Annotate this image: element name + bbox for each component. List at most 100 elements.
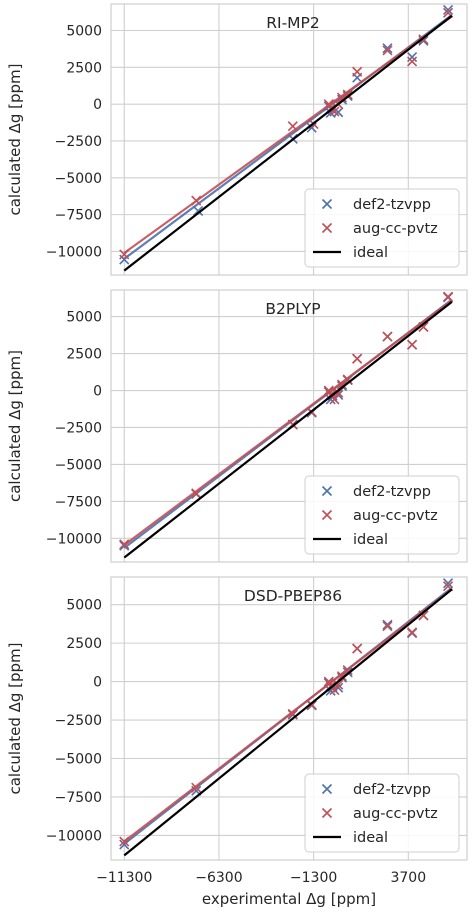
x-tick-label: −11300 — [96, 870, 152, 886]
plot-frame — [110, 289, 468, 563]
data-point — [407, 56, 418, 67]
data-point — [193, 205, 204, 216]
legend: def2-tzvpp aug-cc-pvtz ideal — [304, 188, 460, 268]
panel-title: B2PLYP — [265, 300, 320, 318]
data-point — [191, 195, 202, 206]
data-point — [336, 92, 348, 103]
plot-frame — [110, 576, 468, 861]
data-point — [442, 291, 454, 302]
y-tick-label: 2500 — [66, 636, 102, 652]
data-point — [119, 839, 130, 850]
panel-1: −10000 −7500 −5000 −2500 0 2500 5000 calculated… — [6, 3, 468, 276]
legend-box — [304, 773, 460, 853]
legend: def2-tzvpp aug-cc-pvtz ideal — [304, 475, 460, 555]
data-point — [382, 621, 393, 632]
y-tick-label: 5000 — [66, 24, 102, 40]
legend-label: aug-cc-pvtz — [353, 508, 438, 524]
legend: def2-tzvpp aug-cc-pvtz ideal — [304, 773, 460, 853]
y-tick-label: 5000 — [66, 310, 102, 326]
legend-label: ideal — [353, 830, 388, 846]
data-point — [287, 121, 298, 132]
ideal-line — [123, 300, 453, 559]
series-aug-cc-pvtz — [119, 291, 454, 550]
y-axis-label: calculated Δg [ppm] — [6, 350, 24, 502]
x-tick-label: 3700 — [390, 870, 426, 886]
data-point — [333, 107, 344, 118]
y-tick-label: 2500 — [66, 60, 102, 76]
y-tick-label: −10000 — [46, 828, 102, 844]
series-aug-cc-pvtz — [119, 581, 454, 847]
fit-line — [123, 299, 453, 546]
x-tick-label: −1300 — [290, 870, 337, 886]
data-point — [333, 387, 344, 398]
fit-line — [123, 588, 453, 843]
data-point — [382, 43, 393, 54]
y-tick-label: 0 — [93, 384, 102, 400]
x-axis-label: experimental Δg [ppm] — [202, 890, 376, 908]
fit-line — [123, 15, 453, 254]
legend-x-marker — [321, 222, 333, 234]
panel-title: RI-MP2 — [266, 14, 320, 32]
data-point — [407, 51, 418, 63]
data-point — [333, 679, 344, 690]
data-point — [382, 619, 393, 630]
legend-x-marker — [321, 783, 333, 795]
data-point — [442, 4, 454, 15]
legend-label: aug-cc-pvtz — [353, 806, 438, 822]
series-ideal — [123, 14, 453, 272]
data-point — [342, 374, 353, 385]
data-point — [382, 45, 393, 56]
data-point — [119, 539, 130, 550]
legend-label: ideal — [353, 532, 388, 548]
y-tick-label: 2500 — [66, 347, 102, 363]
y-tick-label: −2500 — [55, 420, 102, 436]
legend-box — [304, 188, 460, 268]
data-point — [352, 353, 363, 364]
data-point — [418, 321, 429, 333]
y-tick-label: −5000 — [55, 171, 102, 187]
legend-box — [304, 475, 460, 555]
data-point — [418, 610, 429, 621]
data-point — [352, 643, 363, 654]
data-point — [352, 66, 363, 77]
panel-title: DSD-PBEP86 — [244, 587, 342, 605]
data-point — [119, 249, 130, 260]
series-ideal — [123, 588, 453, 857]
y-tick-label: −7500 — [55, 494, 102, 510]
data-point — [342, 664, 353, 676]
data-point — [191, 782, 202, 793]
ideal-line — [123, 14, 453, 272]
panel-3: −10000 −7500 −5000 −2500 0 2500 5000 calculated… — [6, 576, 468, 908]
legend-x-marker — [321, 509, 333, 521]
y-tick-label: 0 — [93, 97, 102, 113]
y-tick-label: −5000 — [55, 751, 102, 767]
ideal-line — [123, 588, 453, 857]
data-point — [418, 35, 429, 46]
panel-2: −10000 −7500 −5000 −2500 0 2500 5000 calculated… — [6, 289, 468, 563]
y-tick-label: −2500 — [55, 713, 102, 729]
data-point — [119, 836, 130, 847]
legend-label: def2-tzvpp — [353, 484, 431, 500]
y-tick-label: −10000 — [46, 531, 102, 547]
y-tick-label: −5000 — [55, 457, 102, 473]
data-point — [382, 331, 393, 342]
x-tick-label: −6300 — [195, 870, 242, 886]
legend-x-marker — [321, 198, 333, 210]
legend-x-marker — [321, 485, 333, 497]
legend-x-marker — [321, 807, 333, 819]
plot-frame — [110, 3, 468, 276]
y-tick-label: −7500 — [55, 208, 102, 224]
y-axis-label: calculated Δg [ppm] — [6, 642, 24, 794]
data-point — [342, 89, 353, 100]
y-tick-label: 0 — [93, 675, 102, 691]
series-ideal — [123, 300, 453, 559]
legend-label: def2-tzvpp — [353, 197, 431, 213]
data-point — [191, 488, 202, 499]
y-axis-label: calculated Δg [ppm] — [6, 63, 24, 215]
y-tick-label: −7500 — [55, 790, 102, 806]
y-tick-label: −10000 — [46, 244, 102, 260]
data-point — [442, 578, 454, 589]
y-tick-label: 5000 — [66, 598, 102, 614]
data-point — [407, 627, 418, 638]
